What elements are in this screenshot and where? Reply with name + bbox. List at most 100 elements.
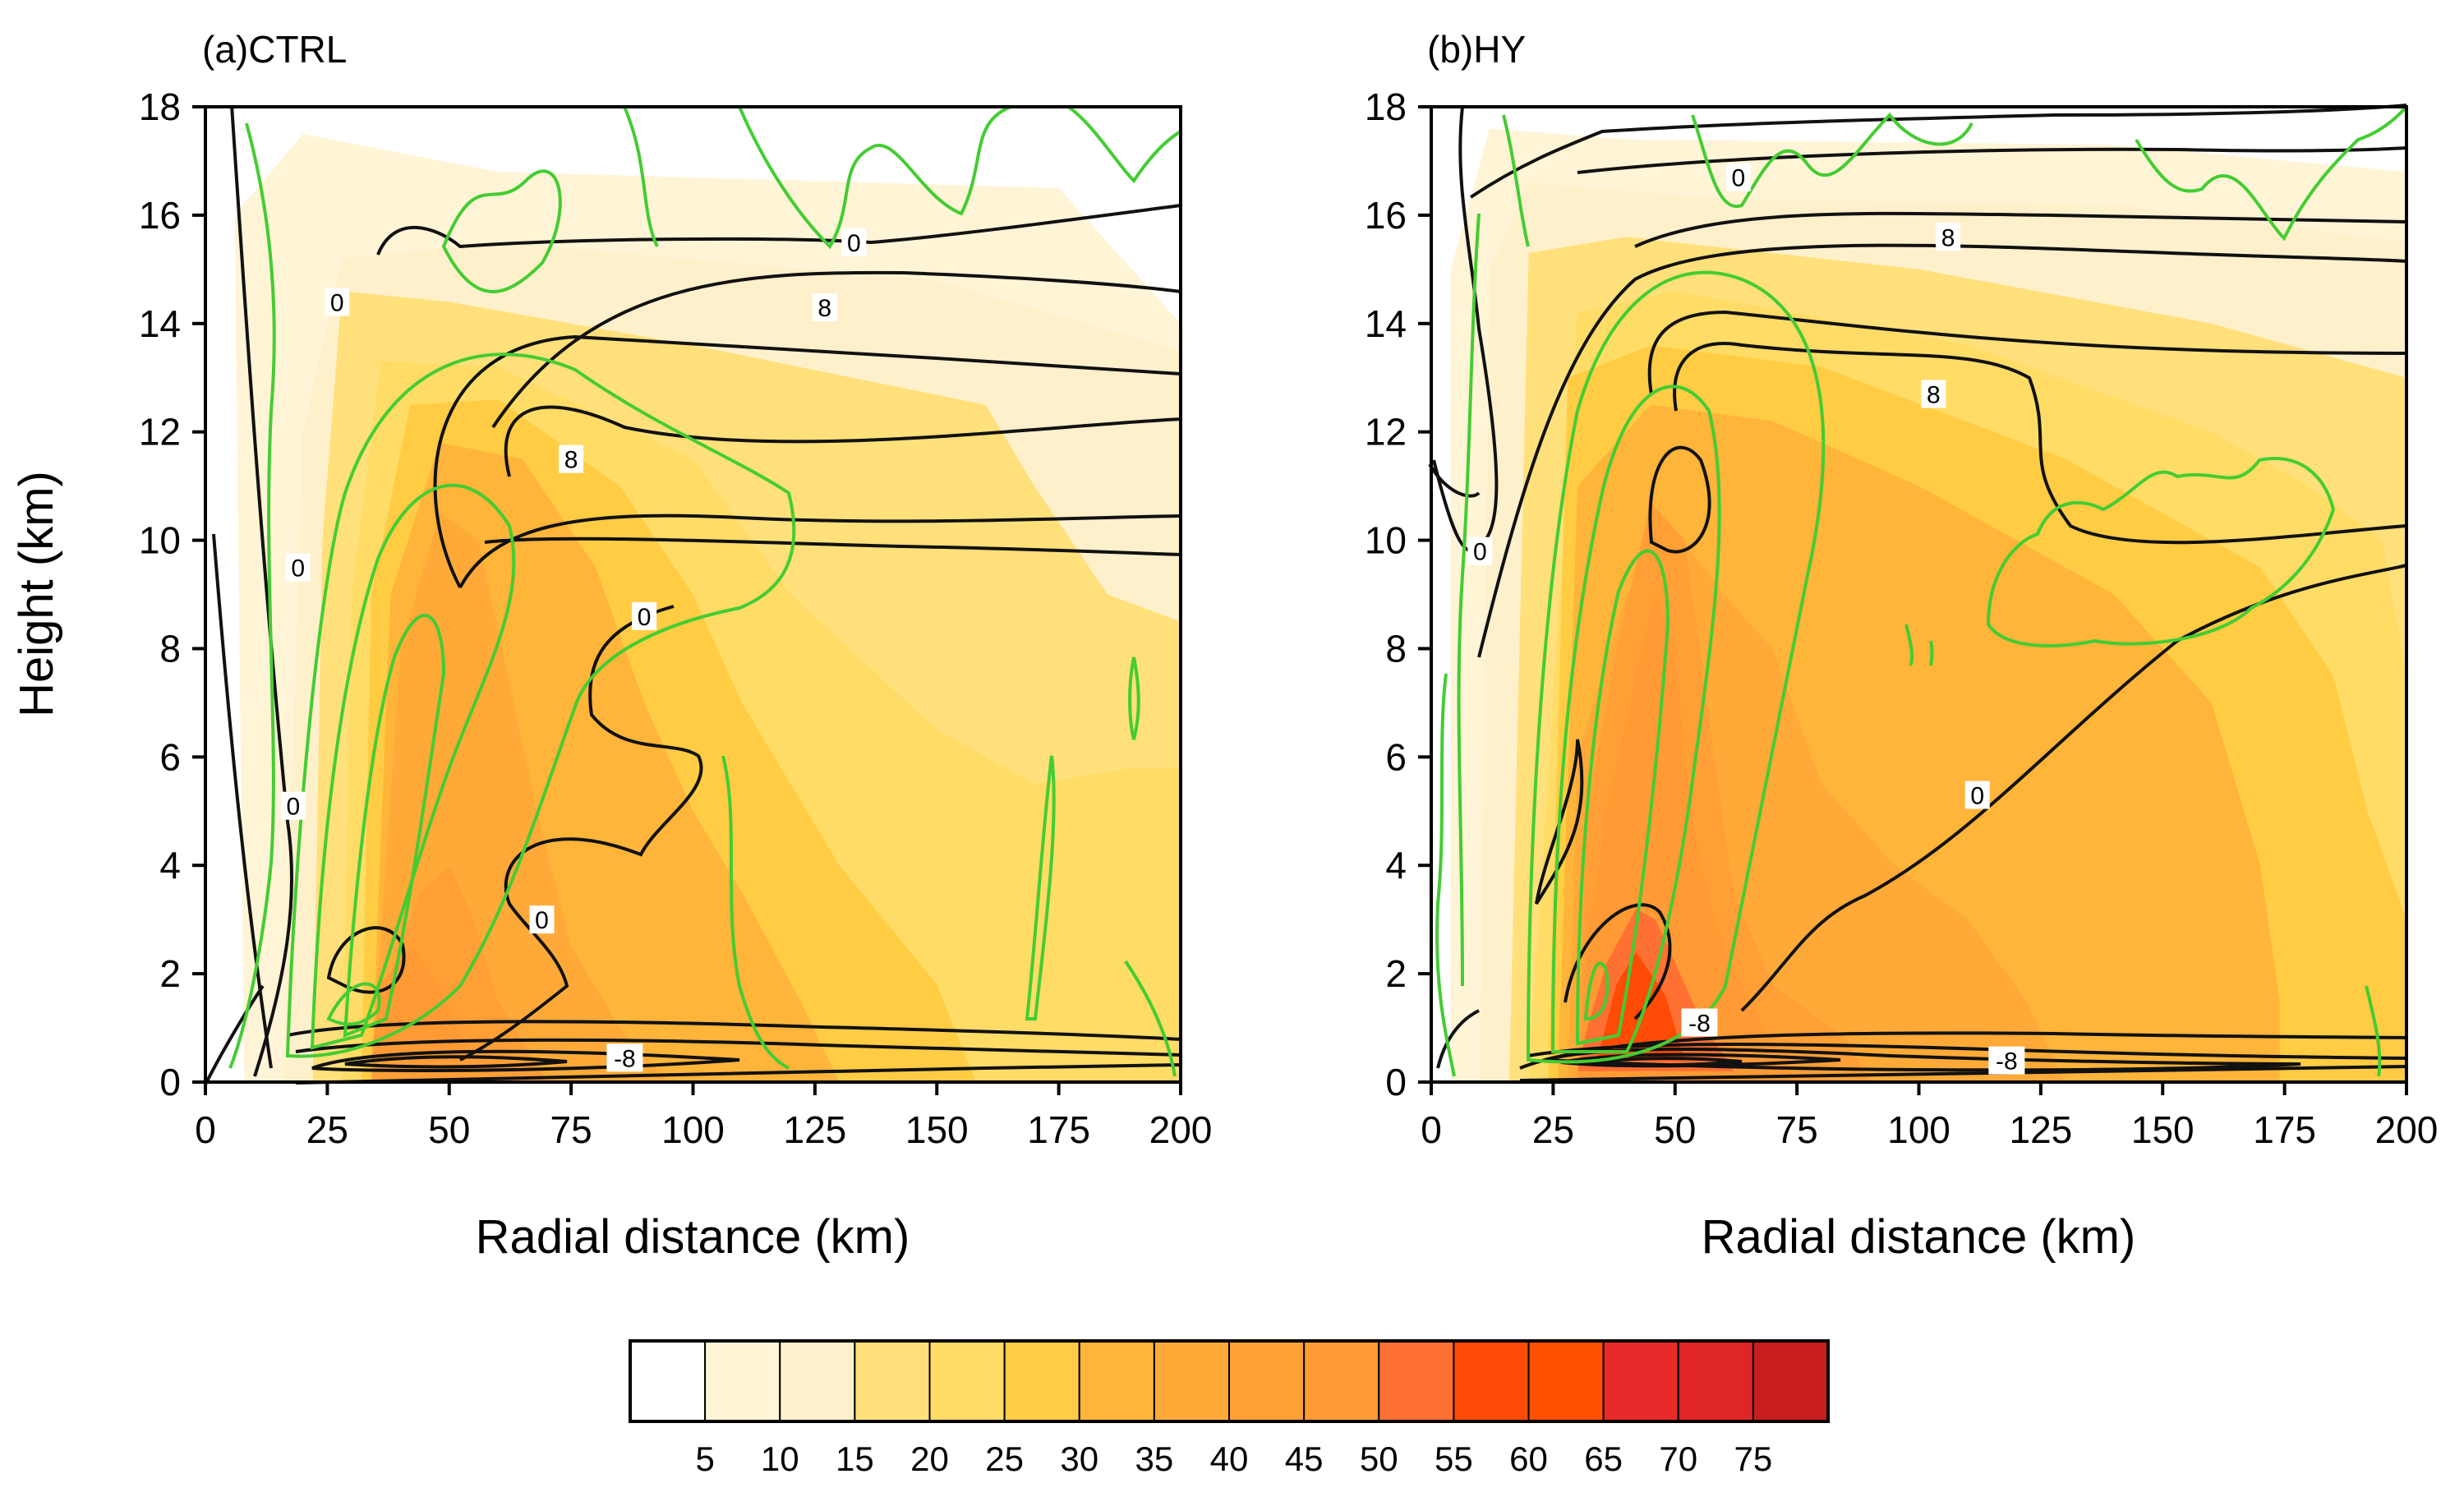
contour-label: 0: [847, 230, 861, 257]
colorbar-segment: [1303, 1340, 1380, 1422]
contour-label-box: [1725, 163, 1751, 191]
colorbar-tick-label: 50: [1360, 1439, 1398, 1478]
colorbar-tick-label: 15: [836, 1439, 874, 1478]
x-tick-label: 200: [2375, 1108, 2439, 1151]
panel-b-title: (b)HY: [1427, 28, 1526, 71]
x-tick-label: 25: [306, 1108, 348, 1151]
green-contour-line: [326, 982, 381, 1026]
contour-line: [1648, 445, 1711, 554]
contour-line: [1740, 564, 2407, 1012]
panel-a-title: (a)CTRL: [202, 28, 347, 71]
green-contour-line: [738, 105, 1011, 250]
green-contour-line: [1435, 673, 1456, 1077]
y-tick-label: 14: [1365, 302, 1407, 345]
contour-line: [295, 1063, 1181, 1085]
green-contour-line: [228, 122, 276, 1069]
contour-label-box: [1964, 781, 1990, 809]
contour-line: [1432, 106, 1499, 553]
contour-line: [212, 533, 273, 1069]
x-tick-label: 75: [1776, 1108, 1818, 1151]
contour-line: [1647, 310, 2407, 395]
y-tick-label: 18: [139, 85, 181, 128]
x-tick-label: 100: [661, 1108, 725, 1151]
y-tick-label: 4: [1385, 844, 1407, 887]
x-tick-label: 25: [1532, 1108, 1574, 1151]
green-contour-line: [1025, 755, 1056, 1020]
contour-line: [1634, 211, 2407, 248]
contour-line: [484, 537, 1181, 556]
contour-line: [504, 405, 1181, 477]
y-tick-label: 16: [1365, 194, 1407, 237]
y-tick-label: 8: [1385, 627, 1407, 670]
contour-line: [1564, 903, 1672, 1020]
green-contour-line: [2365, 985, 2382, 1077]
contour-label: 8: [1941, 224, 1955, 251]
colorbar-tick-label: 40: [1210, 1439, 1249, 1478]
green-contour-line: [1904, 624, 1914, 666]
panel-a-shading: [234, 134, 1181, 1083]
contour-label-box: [841, 228, 867, 256]
contour-label-box: [632, 601, 657, 630]
green-contour-line: [1124, 960, 1177, 1077]
panel-a-ctrl: (a)CTRL: [10, 28, 1212, 1264]
y-tick-label: 12: [139, 411, 181, 454]
panel-b-xlabel: Radial distance (km): [1702, 1210, 2136, 1264]
panel-a-ylabel: Height (km): [10, 471, 63, 717]
y-tick-label: 2: [1385, 952, 1407, 995]
colorbar-segment: [1752, 1340, 1829, 1422]
green-contour-line: [285, 352, 796, 1058]
panel-a-contours: [204, 104, 1182, 1085]
y-tick-label: 10: [1365, 519, 1407, 562]
colorbar-tick-label: 45: [1285, 1439, 1324, 1478]
x-tick-label: 50: [428, 1108, 470, 1151]
contour-line: [1544, 1047, 2301, 1072]
y-tick-label: 6: [1385, 735, 1407, 778]
x-tick-label: 175: [2253, 1108, 2316, 1151]
y-tick-label: 0: [1385, 1061, 1407, 1103]
panel-a-xlabel: Radial distance (km): [476, 1210, 910, 1264]
colorbar-tick-label: 20: [910, 1439, 949, 1478]
colorbar-tick-label: 5: [695, 1439, 714, 1478]
green-contour-line: [2135, 105, 2408, 242]
colorbar-tick-label: 35: [1135, 1439, 1174, 1478]
colorbar-segment: [779, 1340, 856, 1422]
contour-label: 8: [564, 447, 578, 474]
green-contour-line: [1929, 640, 1934, 666]
green-contour-line: [1526, 270, 1826, 1064]
colorbar-segment: [1677, 1340, 1754, 1422]
colorbar-segment: [1153, 1340, 1230, 1422]
contour-line: [1673, 342, 2407, 545]
colorbar-segment: [854, 1340, 931, 1422]
y-tick-label: 14: [139, 302, 181, 345]
x-tick-label: 75: [550, 1108, 592, 1151]
contour-line: [1477, 243, 2407, 658]
x-tick-label: 100: [1887, 1108, 1950, 1151]
contour-label: -8: [1996, 1048, 2018, 1076]
panel-a-contour-labels: 0 8 8 0 0 0 0 0 -8: [280, 228, 867, 1072]
contour-line: [230, 104, 294, 1077]
colorbar-segment: [1378, 1340, 1455, 1422]
x-tick-label: 0: [195, 1108, 216, 1151]
contour-label: 0: [1473, 539, 1487, 566]
contour-line: [1519, 1065, 2407, 1082]
x-tick-label: 175: [1027, 1108, 1090, 1151]
contour-label-box: [280, 791, 306, 820]
contour-label-box: [606, 1043, 643, 1072]
contour-line: [1535, 739, 1584, 905]
colorbar-tick-label: 70: [1659, 1439, 1697, 1478]
contour-line: [326, 926, 406, 994]
panel-b-contour-labels: 0 8 8 0 0 -8 -8: [1467, 163, 2025, 1076]
x-tick-label: 200: [1149, 1108, 1213, 1151]
contour-label: 0: [1970, 782, 1984, 809]
colorbar-segment: [704, 1340, 781, 1422]
colorbar-segment: [1453, 1340, 1530, 1422]
contour-label-box: [1921, 380, 1946, 408]
contour-label: 0: [286, 794, 300, 821]
green-contour-line: [1128, 656, 1140, 740]
green-contour-line: [1502, 114, 1530, 247]
x-tick-label: 50: [1654, 1108, 1696, 1151]
contour-label-box: [1988, 1046, 2025, 1075]
contour-label-box: [1936, 223, 1961, 251]
contour-line: [433, 334, 1181, 588]
